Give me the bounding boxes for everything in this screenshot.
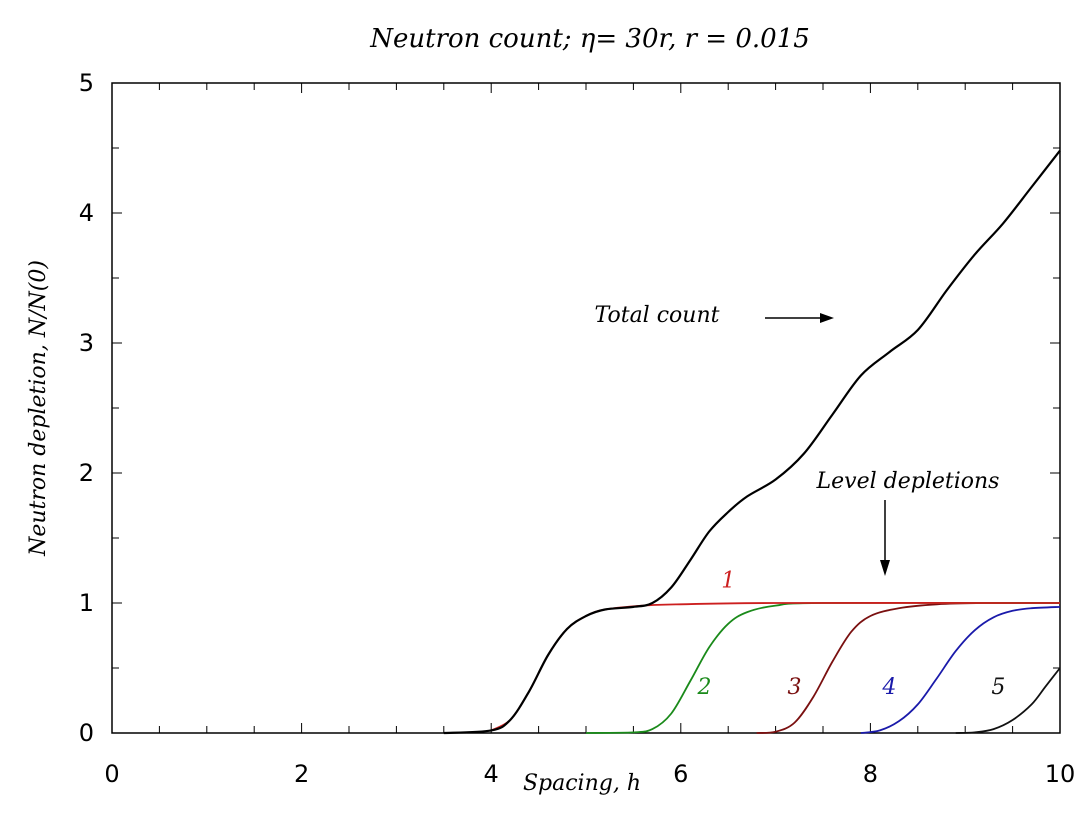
series-line-4 — [860, 606, 1061, 734]
y-tick-label: 2 — [79, 459, 94, 487]
y-tick-labels: 0 1 2 3 4 5 — [79, 69, 94, 747]
x-axis-label: Spacing, h — [523, 771, 641, 796]
y-tick-label: 1 — [79, 589, 94, 617]
series-line-5 — [955, 667, 1061, 734]
y-tick-label: 4 — [79, 199, 94, 227]
total-count-arrow — [765, 313, 834, 323]
total-count-annotation: Total count — [595, 303, 720, 328]
series-labels: 1 2 3 4 5 — [697, 568, 1006, 700]
chart-title: Neutron count; η= 30r, r = 0.015 — [369, 24, 810, 54]
series-label-5: 5 — [991, 675, 1005, 700]
y-tick-label: 3 — [79, 329, 94, 357]
x-tick-label: 10 — [1045, 760, 1076, 788]
series-label-3: 3 — [788, 675, 802, 700]
series-label-4: 4 — [881, 675, 896, 700]
x-tick-label: 0 — [104, 760, 119, 788]
y-tick-label: 0 — [79, 719, 94, 747]
x-tick-labels: 0 2 4 6 8 10 — [104, 760, 1075, 788]
y-axis-label: Neutron depletion, N/N(0) — [26, 260, 51, 557]
series-line-2 — [585, 601, 1061, 734]
x-tick-label: 8 — [863, 760, 878, 788]
x-tick-label: 4 — [484, 760, 499, 788]
series-lines — [443, 149, 1061, 735]
level-depletions-arrow — [880, 500, 890, 576]
x-tick-label: 2 — [294, 760, 309, 788]
level-depletions-annotation: Level depletions — [816, 469, 1000, 494]
plot-frame — [111, 82, 1061, 734]
series-line-total-count — [443, 149, 1061, 735]
series-label-2: 2 — [697, 675, 712, 700]
y-tick-label: 5 — [79, 69, 94, 97]
minor-ticks — [111, 82, 1061, 734]
series-label-1: 1 — [721, 568, 735, 593]
x-tick-label: 6 — [673, 760, 688, 788]
